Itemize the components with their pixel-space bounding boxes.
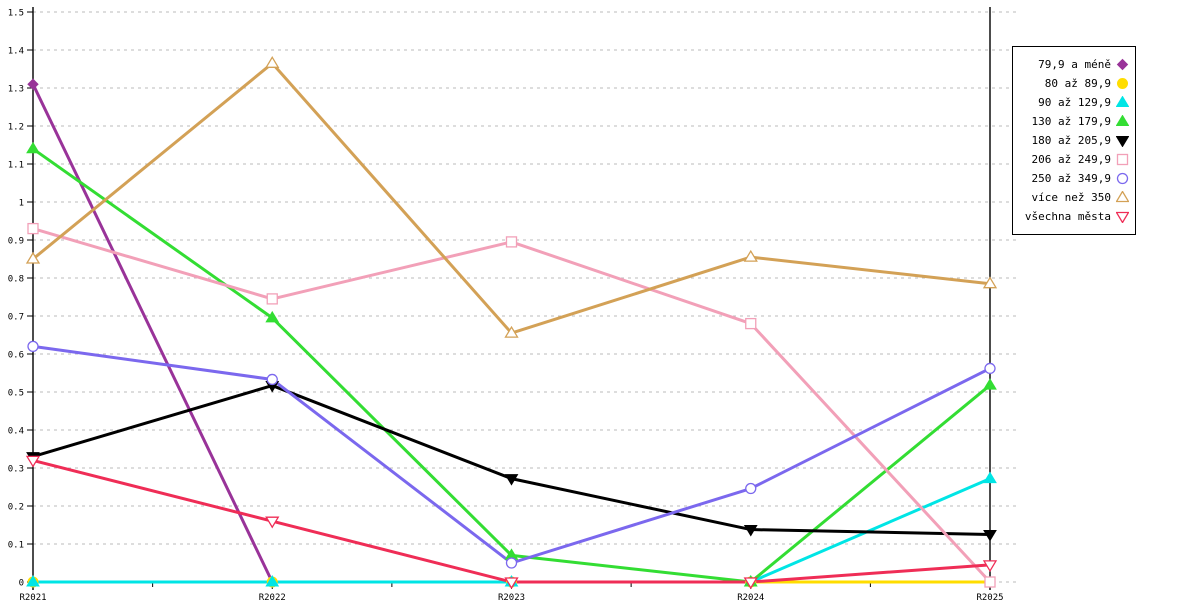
legend-item-label: 180 až 205,9 bbox=[1031, 134, 1111, 147]
series-line bbox=[31, 61, 992, 335]
y-tick-label: 0.1 bbox=[8, 541, 24, 551]
marker-triangle-up-open bbox=[743, 249, 758, 262]
marker-triangle-up bbox=[265, 310, 280, 323]
x-tick-label: R2025 bbox=[976, 593, 1003, 600]
legend-marker-icon bbox=[1116, 153, 1129, 166]
marker-triangle-down-open bbox=[265, 516, 280, 529]
marker-triangle-up bbox=[983, 471, 997, 484]
legend-marker-icon bbox=[1116, 134, 1129, 147]
legend-item-label: 206 až 249,9 bbox=[1031, 153, 1111, 166]
y-tick-label: 1.3 bbox=[8, 85, 24, 95]
line-chart: 0 0.1 0.2 0.3 0.4 0.5 0.6 0.7 0.8 0.9 1 1.1 1.2 1.3 1.… bbox=[8, 7, 1018, 600]
y-tick-label: 0.3 bbox=[8, 465, 24, 475]
marker-triangle-down bbox=[983, 530, 997, 542]
series-line bbox=[31, 384, 992, 536]
legend-item[interactable]: 80 až 89,9 bbox=[1015, 74, 1133, 93]
legend-item-label: 79,9 a méně bbox=[1038, 58, 1111, 71]
y-tick-label: 0 bbox=[19, 579, 24, 589]
y-tick-label: 1.2 bbox=[8, 123, 24, 133]
marker-square bbox=[505, 236, 518, 248]
marker-triangle-down bbox=[504, 474, 519, 486]
marker-square bbox=[745, 317, 757, 330]
series-line bbox=[31, 227, 992, 584]
legend-marker-icon bbox=[1116, 58, 1129, 71]
x-tick-label: R2022 bbox=[259, 593, 286, 600]
y-tick-label: 1.4 bbox=[8, 47, 24, 57]
y-tick-label: 0.5 bbox=[8, 389, 24, 399]
marker-triangle-up-open bbox=[265, 56, 280, 68]
marker-triangle-down-open bbox=[25, 455, 41, 468]
marker-square bbox=[27, 222, 39, 235]
marker-triangle-up bbox=[983, 378, 997, 390]
marker-triangle-up-open bbox=[982, 276, 998, 289]
series-markers-2 bbox=[26, 471, 997, 587]
legend-item[interactable]: 90 až 129,9 bbox=[1015, 93, 1133, 112]
marker-triangle-down bbox=[743, 525, 758, 537]
marker-circle-open bbox=[27, 340, 39, 353]
y-tick-label: 1 bbox=[19, 199, 24, 209]
series-markers-5 bbox=[27, 222, 996, 588]
chart-legend: 79,9 a méně 80 až 89,9 90 až 129,9 130 až 1… bbox=[1012, 46, 1136, 235]
marker-square bbox=[266, 293, 278, 305]
series-5 bbox=[31, 227, 992, 584]
y-tick-label: 1.1 bbox=[8, 161, 24, 171]
legend-item[interactable]: více než 350 bbox=[1015, 188, 1133, 207]
legend-item[interactable]: 79,9 a méně bbox=[1015, 55, 1133, 74]
legend-item-label: 250 až 349,9 bbox=[1031, 172, 1111, 185]
marker-circle-open bbox=[984, 362, 996, 375]
marker-triangle-down-open bbox=[982, 560, 998, 573]
grid-lines: 0 0.1 0.2 0.3 0.4 0.5 0.6 0.7 0.8 0.9 1 1.1 1.2 1.3 1.… bbox=[8, 9, 1018, 589]
x-tick-label: R2021 bbox=[19, 593, 46, 600]
y-tick-label: 0.6 bbox=[8, 351, 24, 361]
y-tick-label: 0.2 bbox=[8, 503, 24, 513]
legend-item-label: 130 až 179,9 bbox=[1031, 115, 1111, 128]
marker-circle-open bbox=[745, 482, 757, 495]
legend-marker-icon bbox=[1116, 210, 1129, 223]
y-tick-label: 0.7 bbox=[8, 313, 24, 323]
legend-marker-icon bbox=[1116, 191, 1129, 204]
legend-item[interactable]: 206 až 249,9 bbox=[1015, 150, 1133, 169]
legend-marker-icon bbox=[1116, 77, 1129, 90]
x-tick-label: R2023 bbox=[498, 593, 525, 600]
legend-marker-icon bbox=[1116, 96, 1129, 109]
marker-diamond bbox=[27, 78, 39, 90]
legend-marker-icon bbox=[1116, 172, 1129, 185]
marker-triangle-up bbox=[26, 141, 40, 154]
marker-circle-open bbox=[505, 557, 518, 569]
series-7 bbox=[31, 61, 992, 335]
marker-circle-open bbox=[266, 373, 278, 386]
y-tick-label: 0.9 bbox=[8, 237, 24, 247]
marker-triangle-down-open bbox=[743, 577, 758, 590]
legend-item-label: všechna města bbox=[1024, 210, 1111, 223]
legend-item[interactable]: 180 až 205,9 bbox=[1015, 131, 1133, 150]
marker-triangle-up-open bbox=[504, 325, 519, 338]
legend-item[interactable]: všechna města bbox=[1015, 207, 1133, 226]
series-markers-8 bbox=[25, 455, 998, 590]
marker-square bbox=[984, 576, 996, 588]
legend-item[interactable]: 130 až 179,9 bbox=[1015, 112, 1133, 131]
legend-item-label: více než 350 bbox=[1031, 191, 1111, 204]
y-tick-label: 0.4 bbox=[8, 427, 24, 437]
marker-triangle-up bbox=[26, 575, 40, 587]
x-tick-label: R2024 bbox=[737, 593, 764, 600]
marker-triangle-up bbox=[265, 575, 280, 587]
y-tick-label: 0.8 bbox=[8, 275, 24, 285]
series-markers-7 bbox=[25, 56, 998, 338]
legend-item-label: 90 až 129,9 bbox=[1038, 96, 1111, 109]
marker-triangle-down-open bbox=[504, 577, 519, 590]
series-4 bbox=[31, 384, 992, 536]
legend-item[interactable]: 250 až 349,9 bbox=[1015, 169, 1133, 188]
y-tick-label: 1.5 bbox=[8, 9, 24, 19]
legend-marker-icon bbox=[1116, 115, 1129, 128]
marker-triangle-up-open bbox=[25, 251, 41, 264]
series-markers-4 bbox=[26, 381, 997, 542]
legend-item-label: 80 až 89,9 bbox=[1044, 77, 1111, 90]
series-markers-6 bbox=[27, 340, 996, 569]
